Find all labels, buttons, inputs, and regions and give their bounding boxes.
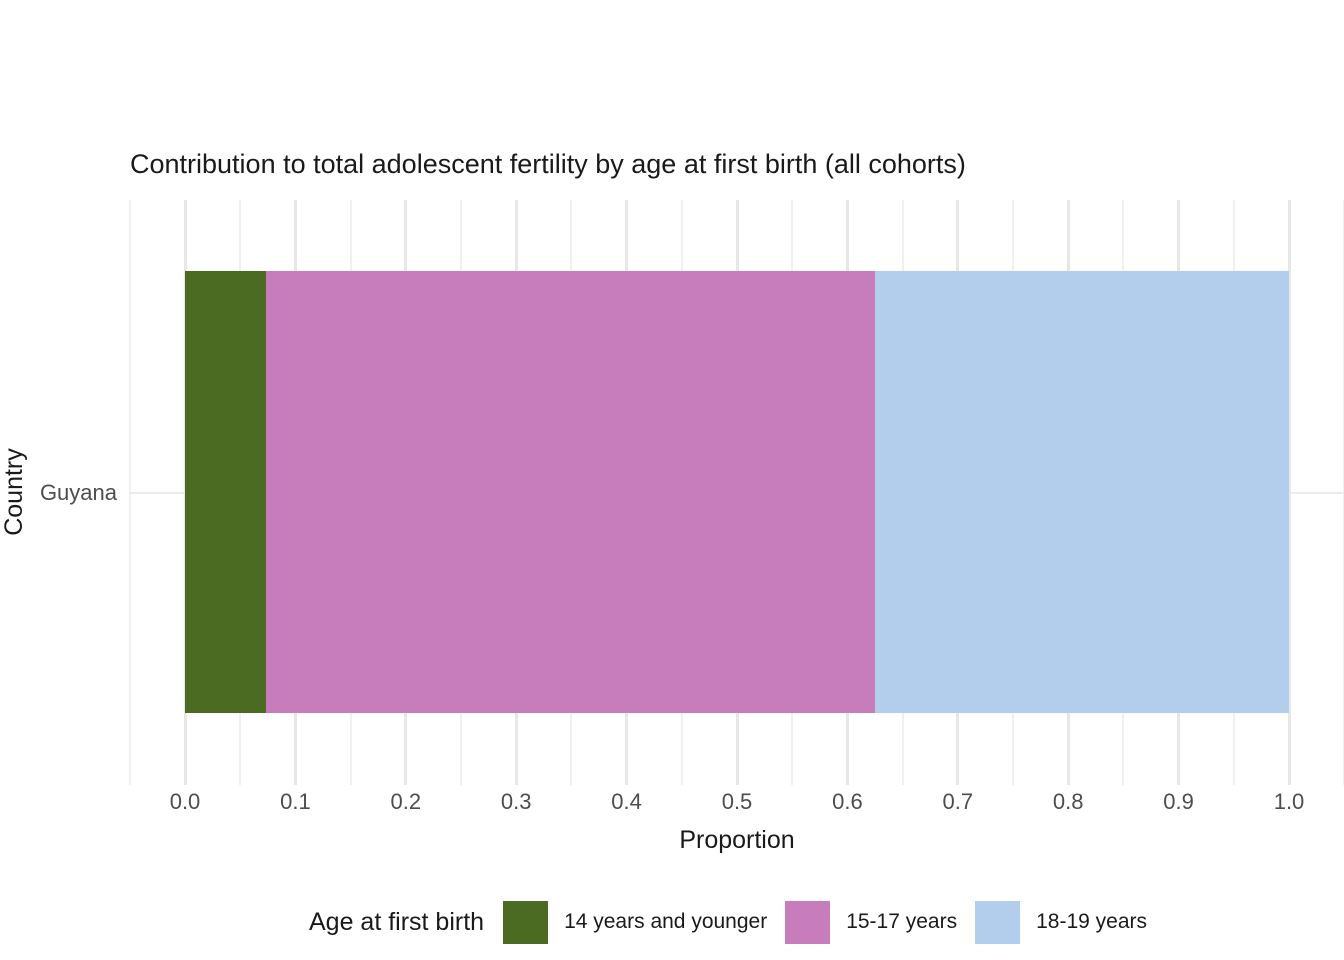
- legend-label: 18-19 years: [1036, 910, 1148, 933]
- legend-entry: 15-17 years: [785, 900, 958, 944]
- chart-title: Contribution to total adolescent fertili…: [130, 149, 966, 179]
- x-axis-title: Proportion: [679, 826, 795, 854]
- legend: Age at first birth 14 years and younger 1…: [130, 896, 1344, 948]
- x-tick-label: 0.8: [1052, 789, 1084, 814]
- legend-label: 14 years and younger: [564, 910, 768, 933]
- minor-gridline: [128, 200, 131, 785]
- x-tick-label: 0.2: [390, 789, 422, 814]
- legend-swatch-icon: [503, 900, 549, 944]
- bar-segment-15-17-years: [265, 271, 875, 713]
- x-tick-label: 0.1: [280, 789, 311, 814]
- y-tick-label-guyana: Guyana: [39, 480, 117, 505]
- x-tick-label: 0.5: [721, 789, 753, 814]
- plot-panel: [128, 200, 1344, 785]
- x-tick-label: 0.7: [942, 789, 974, 814]
- x-tick-label: 0.6: [832, 789, 863, 814]
- bar-segment-18-19-years: [875, 271, 1289, 713]
- legend-entry: 18-19 years: [975, 900, 1148, 944]
- bar-segment-14-years-and-younger: [185, 271, 266, 713]
- legend-swatch-icon: [785, 900, 831, 944]
- x-tick-label: 0.4: [611, 789, 642, 814]
- legend-label: 15-17 years: [846, 910, 958, 933]
- legend-title: Age at first birth: [308, 907, 485, 936]
- legend-entry: 14 years and younger: [503, 900, 768, 944]
- legend-swatch-icon: [975, 900, 1021, 944]
- legend-entries: 14 years and younger 15-17 years 18-19 yea…: [503, 900, 1165, 944]
- x-tick-label: 0.3: [500, 789, 532, 814]
- x-tick-label: 0.9: [1163, 789, 1194, 814]
- x-tick-label: 1.0: [1273, 789, 1305, 814]
- x-tick-label: 0.0: [169, 789, 201, 814]
